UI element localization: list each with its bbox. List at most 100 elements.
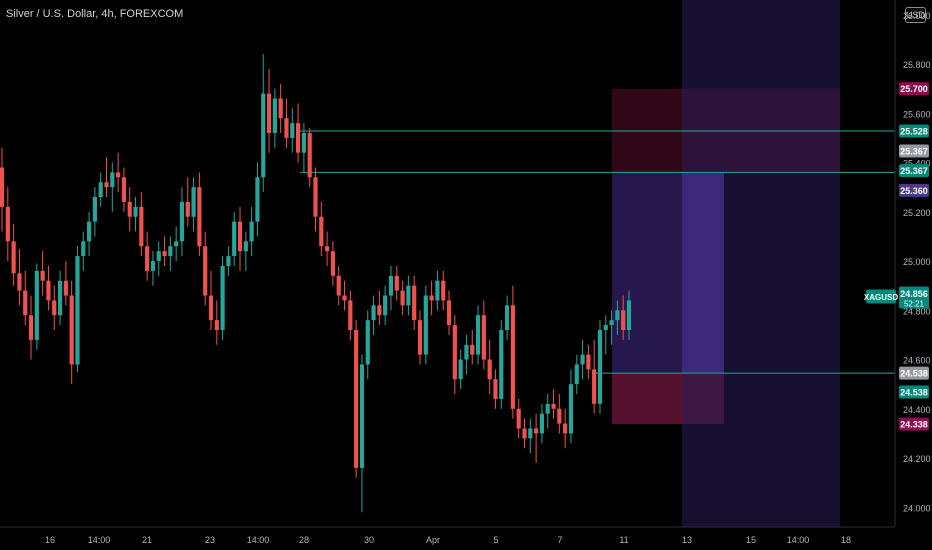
candle-body [348,300,353,330]
candle-body [325,246,330,252]
candle-body [220,265,225,330]
candle-body [23,290,28,316]
time-axis: 16 14:00 21 23 14:00 28 30 Apr 5 7 11 13 15 14:00 18 [0,526,895,545]
candle-body [75,256,80,365]
price-tick-label: 25.600 [903,109,931,119]
candle-body [446,300,452,326]
candle-body [342,295,347,301]
candle-body [452,325,457,380]
candle-body [162,251,167,257]
candle-body [174,241,179,247]
candle-body [441,280,446,301]
candle-body [243,241,248,252]
candle-body [319,216,324,247]
candle-body [423,295,428,355]
candle-body [255,177,260,222]
candle-body [34,270,39,340]
price-badge-label: 25.700 [900,84,928,94]
candle-body [11,241,16,274]
candle-body [307,132,312,178]
candle-body [237,221,243,252]
candle-body [278,98,283,119]
candle-body [354,329,359,468]
candle-body [528,428,533,439]
candle-body [412,285,417,321]
price-badge [899,183,929,197]
candle-body [52,300,57,316]
candle-body [574,364,579,385]
candle-body [150,261,156,271]
candle-body [179,201,185,242]
price-tick-label: 25.400 [903,159,931,169]
price-badge-label: 25.367 [900,166,928,176]
time-tick-label: 5 [493,535,498,545]
candle-body [28,315,34,340]
price-tick-label: 26.000 [903,11,931,21]
candle-body [493,379,498,399]
price-badges: 25.700 25.528 25.367 25.367 25.360 24.538 24.5… [864,82,929,431]
price-badge [899,366,929,380]
candles [0,54,632,513]
symbol-badge-label: XAGUSD [864,293,898,302]
candle-body [417,320,423,355]
price-tick-label: 24.400 [903,405,931,415]
time-tick-label: 14:00 [247,535,270,545]
time-tick-label: 16 [45,535,55,545]
time-tick-label: 18 [841,535,851,545]
candle-body [551,403,556,409]
position-zones [612,0,840,527]
candle-body [557,408,562,424]
candle-body [609,320,614,326]
range-highlight-core [682,172,724,374]
candle-body [481,315,486,360]
candle-body [295,123,301,153]
candle-body [365,320,370,365]
candle-body [168,246,173,257]
symbol-badge [866,289,896,304]
candle-body [284,118,289,138]
candle-body [121,177,127,202]
candle-body [400,290,405,306]
candle-body [232,221,237,257]
price-badge-label: 25.528 [900,127,928,137]
candle-body [69,295,74,365]
last-price-badge [899,286,929,309]
candle-body [539,413,545,434]
candle-body [110,172,115,188]
candle-body [504,305,510,330]
price-tick-label: 25.000 [903,257,931,267]
candle-body [116,172,121,178]
candle-body [81,241,86,257]
candle-body [464,344,469,360]
bar-countdown-label: 52:21 [904,299,925,308]
candle-body [371,305,376,321]
candle-body [185,201,190,217]
candle-body [458,359,463,380]
chart-lines [296,130,895,374]
price-tick-label: 24.200 [903,454,931,464]
candle-body [487,359,492,380]
time-tick-label: 13 [682,535,692,545]
candle-body [57,280,63,316]
price-badge [899,124,929,138]
candle-body [626,300,632,330]
currency-button[interactable]: USD [905,7,926,23]
candle-body [330,251,336,276]
candle-body [563,423,568,434]
candle-body [0,167,5,207]
candle-body [249,221,254,242]
candle-body [586,354,591,370]
candle-body [301,132,306,153]
candle-body [266,93,272,133]
price-tick-label: 24.600 [903,356,931,366]
candle-body [86,221,92,242]
candle-body [197,187,202,247]
price-badge [899,385,929,399]
candle-body [510,305,515,409]
candle-body [98,182,103,198]
candle-body [261,93,266,178]
candle-body [580,354,585,365]
price-axis: 26.000 25.800 25.600 25.400 25.200 25.000 24.8… [894,0,931,527]
candle-body [156,251,161,262]
